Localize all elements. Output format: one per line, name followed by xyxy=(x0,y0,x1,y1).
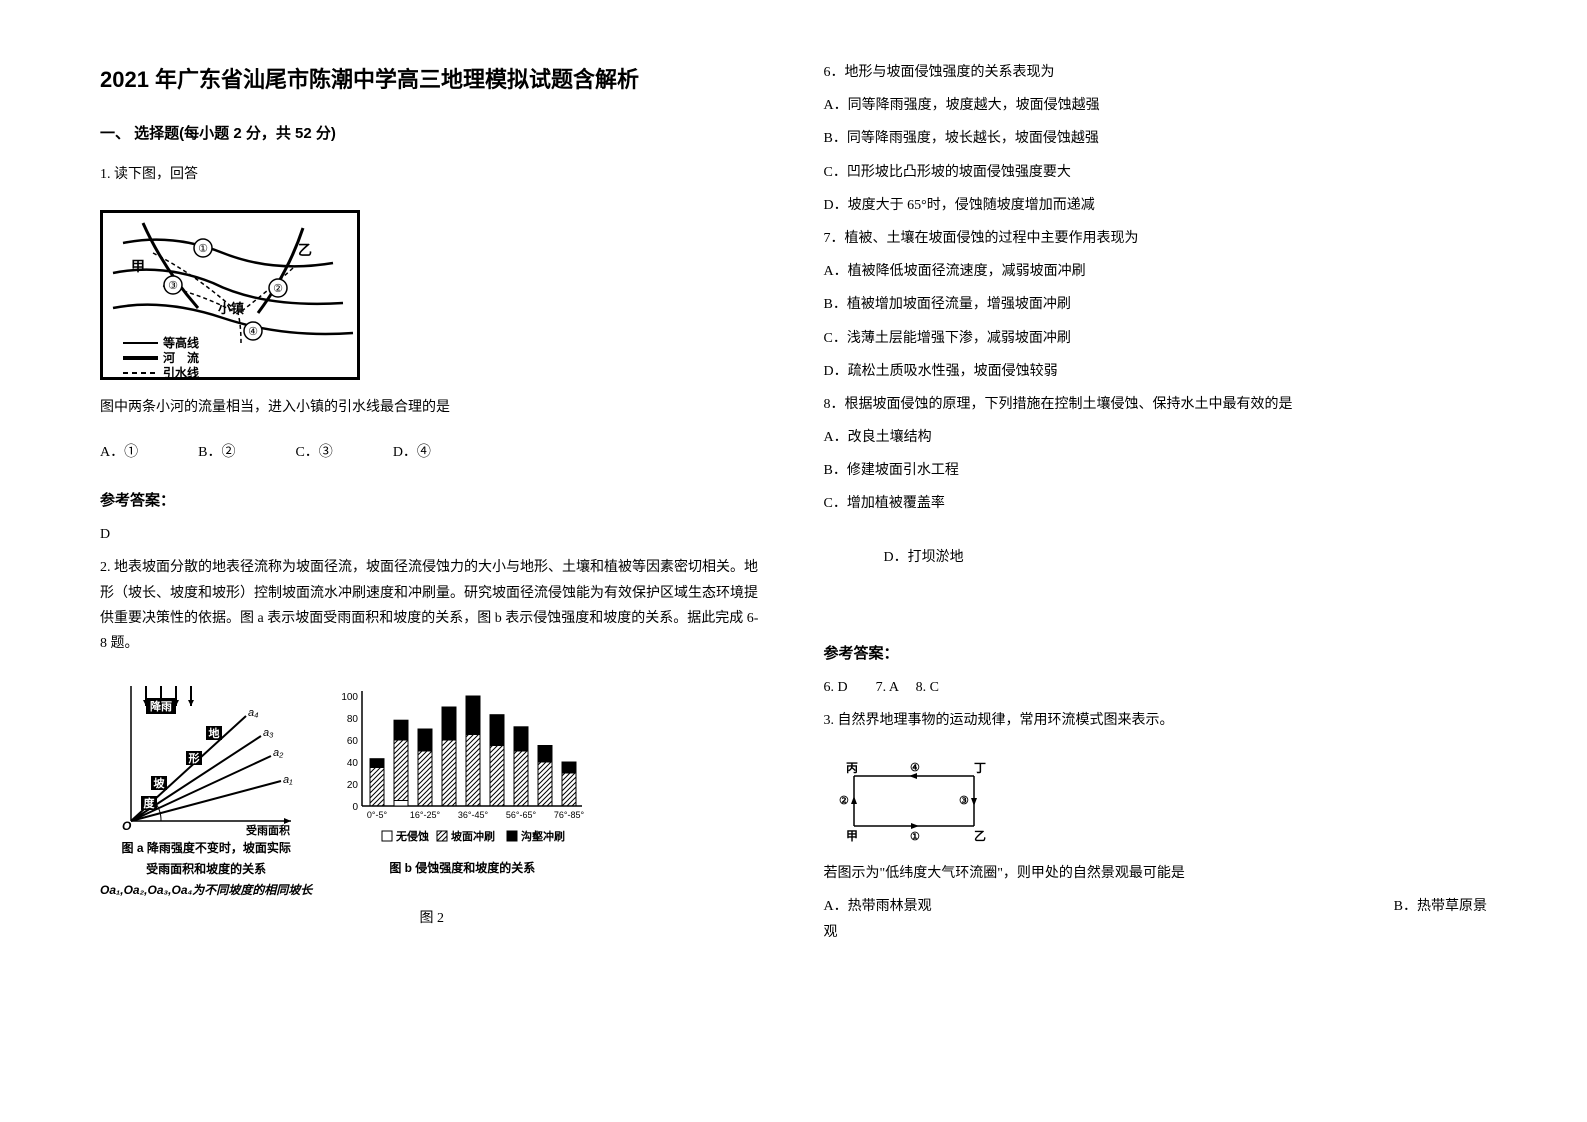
svg-text:引水线: 引水线 xyxy=(163,365,199,380)
svg-text:16°-25°: 16°-25° xyxy=(410,810,441,820)
q1-opt-c: C．③ xyxy=(295,440,332,465)
answer-label-2: 参考答案： xyxy=(824,640,1488,667)
q1-options: A．① B．② C．③ D．④ xyxy=(100,440,764,465)
svg-text:④: ④ xyxy=(910,762,920,774)
right-column: 6．地形与坡面侵蚀强度的关系表现为 A．同等降雨强度，坡度越大，坡面侵蚀越强 B… xyxy=(824,60,1488,1062)
q1-opt-a: A．① xyxy=(100,440,138,465)
answer-label-1: 参考答案： xyxy=(100,487,764,514)
q1-opt-b: B．② xyxy=(198,440,235,465)
svg-text:度: 度 xyxy=(144,796,156,810)
svg-text:坡: 坡 xyxy=(154,776,166,790)
svg-text:②: ② xyxy=(839,795,849,807)
svg-text:地: 地 xyxy=(209,726,220,740)
svg-text:受雨面积: 受雨面积 xyxy=(246,823,290,836)
q6-c: C．凹形坡比凸形坡的坡面侵蚀强度要大 xyxy=(824,160,1488,185)
q3-options-row: A．热带雨林景观 B．热带草原景 xyxy=(824,894,1488,919)
svg-text:无侵蚀: 无侵蚀 xyxy=(395,829,429,843)
q3-figure: 丙 丁 甲 乙 ① ② ③ ④ xyxy=(824,756,1004,846)
svg-text:降雨: 降雨 xyxy=(150,699,172,713)
q1-figure: ① ② ③ ④ 甲 乙 小镇 等高线 河 流 引水线 xyxy=(100,210,360,380)
svg-text:③: ③ xyxy=(959,795,969,807)
q6-a: A．同等降雨强度，坡度越大，坡面侵蚀越强 xyxy=(824,93,1488,118)
svg-text:河 流: 河 流 xyxy=(162,350,199,365)
q7-c: C．浅薄土层能增强下渗，减弱坡面冲刷 xyxy=(824,326,1488,351)
svg-text:沟壑冲刷: 沟壑冲刷 xyxy=(521,829,565,843)
ans-678: 6. D 7. A 8. C xyxy=(824,675,1488,700)
fig-a-caption-3: Oa₁,Oa₂,Oa₃,Oa₄为不同坡度的相同坡长 xyxy=(100,882,312,899)
q7-d: D．疏松土质吸水性强，坡面侵蚀较弱 xyxy=(824,359,1488,384)
svg-text:80: 80 xyxy=(347,714,359,725)
svg-text:60: 60 xyxy=(347,736,359,747)
svg-text:0°-5°: 0°-5° xyxy=(367,810,388,820)
svg-text:丙: 丙 xyxy=(846,761,858,775)
svg-text:20: 20 xyxy=(347,780,359,791)
fig-a-caption-2: 受雨面积和坡度的关系 xyxy=(146,861,266,878)
svg-text:形: 形 xyxy=(189,752,200,765)
q8-a: A．改良土壤结构 xyxy=(824,425,1488,450)
q7-a: A．植被降低坡面径流速度，减弱坡面冲刷 xyxy=(824,259,1488,284)
svg-text:乙: 乙 xyxy=(974,829,986,843)
q1-opt-d: D．④ xyxy=(393,440,431,465)
svg-text:36°-45°: 36°-45° xyxy=(458,810,489,820)
figure-2-main-caption: 图 2 xyxy=(100,906,764,931)
q6-b: B．同等降雨强度，坡长越长，坡面侵蚀越强 xyxy=(824,126,1488,151)
svg-text:a₁: a₁ xyxy=(283,774,293,786)
svg-text:④: ④ xyxy=(248,326,258,338)
svg-text:76°-85°: 76°-85° xyxy=(554,810,585,820)
q2-intro: 2. 地表坡面分散的地表径流称为坡面径流，坡面径流侵蚀力的大小与地形、土壤和植被… xyxy=(100,555,764,656)
q3-after: 若图示为"低纬度大气环流圈"，则甲处的自然景观最可能是 xyxy=(824,861,1488,886)
svg-text:100: 100 xyxy=(342,692,359,703)
svg-text:①: ① xyxy=(910,831,920,843)
q7-b: B．植被增加坡面径流量，增强坡面冲刷 xyxy=(824,292,1488,317)
q3-opt-b: B．热带草原景 xyxy=(1394,894,1487,919)
q3-opt-b-cont: 观 xyxy=(824,920,1488,945)
svg-text:a₂: a₂ xyxy=(273,747,284,759)
svg-text:丁: 丁 xyxy=(974,761,986,775)
svg-text:②: ② xyxy=(273,283,283,295)
q6-d: D．坡度大于 65°时，侵蚀随坡度增加而递减 xyxy=(824,193,1488,218)
svg-text:0: 0 xyxy=(353,802,359,813)
figure-2a: 降雨 a₄ a₃ a₂ a₁ 地 形 坡 度 O 受雨面积 xyxy=(100,676,312,898)
fig-b-caption: 图 b 侵蚀强度和坡度的关系 xyxy=(389,860,535,877)
q8-stem: 8．根据坡面侵蚀的原理，下列措施在控制土壤侵蚀、保持水土中最有效的是 xyxy=(824,392,1488,417)
q3-stem: 3. 自然界地理事物的运动规律，常用环流模式图来表示。 xyxy=(824,708,1488,733)
svg-text:③: ③ xyxy=(168,280,178,292)
svg-text:40: 40 xyxy=(347,758,359,769)
figure-2-wrap: 降雨 a₄ a₃ a₂ a₁ 地 形 坡 度 O 受雨面积 xyxy=(100,676,764,898)
figure-2b: 100 80 60 40 20 0 0°-5° 16°-25° 36°-45° 56°-65° 7… xyxy=(332,676,592,877)
left-column: 2021 年广东省汕尾市陈潮中学高三地理模拟试题含解析 一、 选择题(每小题 2… xyxy=(100,60,764,1062)
svg-text:甲: 甲 xyxy=(131,258,145,274)
svg-text:小镇: 小镇 xyxy=(218,301,244,316)
svg-text:56°-65°: 56°-65° xyxy=(506,810,537,820)
exam-title: 2021 年广东省汕尾市陈潮中学高三地理模拟试题含解析 xyxy=(100,60,764,100)
q8-c: C．增加植被覆盖率 xyxy=(824,491,1488,516)
q6-stem: 6．地形与坡面侵蚀强度的关系表现为 xyxy=(824,60,1488,85)
svg-text:坡面冲刷: 坡面冲刷 xyxy=(451,829,495,843)
q1-answer: D xyxy=(100,522,764,547)
fig-a-caption-1: 图 a 降雨强度不变时，坡面实际 xyxy=(121,840,290,857)
q3-opt-a: A．热带雨林景观 xyxy=(824,894,932,919)
svg-text:O: O xyxy=(122,819,132,833)
svg-text:甲: 甲 xyxy=(846,829,858,843)
svg-text:a₄: a₄ xyxy=(248,707,259,719)
q8-d: D．打坝淤地 xyxy=(884,545,1488,570)
q8-b: B．修建坡面引水工程 xyxy=(824,458,1488,483)
q1-after-fig: 图中两条小河的流量相当，进入小镇的引水线最合理的是 xyxy=(100,395,764,420)
svg-text:a₃: a₃ xyxy=(263,727,274,739)
section-1-header: 一、 选择题(每小题 2 分，共 52 分) xyxy=(100,120,764,147)
q1-stem: 1. 读下图，回答 xyxy=(100,162,764,187)
svg-text:①: ① xyxy=(198,243,208,255)
svg-text:乙: 乙 xyxy=(298,242,312,258)
q7-stem: 7．植被、土壤在坡面侵蚀的过程中主要作用表现为 xyxy=(824,226,1488,251)
svg-text:等高线: 等高线 xyxy=(162,335,199,350)
